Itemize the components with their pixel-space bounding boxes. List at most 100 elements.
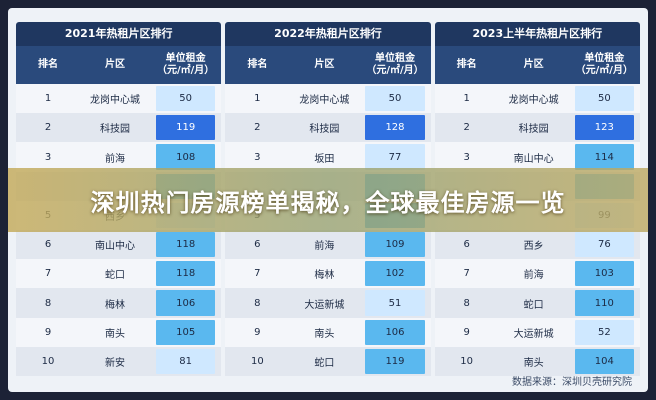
rank-cell: 6 (254, 239, 261, 251)
rank-cell: 6 (463, 239, 470, 251)
ranking-panel: 2021年热租片区排行 排名 片区 单位租金 （元/㎡/月） 1 龙岗中心城 50 2… (16, 22, 222, 377)
table-row: 2 科技园 128 (225, 113, 431, 143)
table-row: 1 龙岗中心城 50 (434, 84, 640, 114)
table-row: 8 大运新城 51 (225, 288, 431, 318)
district-cell: 前海 (314, 241, 335, 253)
table-header: 排名 片区 单位租金 （元/㎡/月） (16, 46, 222, 84)
table-row: 2 科技园 123 (434, 113, 640, 143)
district-cell: 南头 (523, 357, 544, 369)
table-header: 排名 片区 单位租金 （元/㎡/月） (225, 46, 431, 84)
rank-cell: 6 (44, 239, 52, 251)
table-header: 排名 片区 单位租金 （元/㎡/月） (434, 46, 640, 84)
rent-cell: 103 (574, 261, 634, 287)
district-cell: 前海 (523, 270, 544, 282)
header-rank: 排名 (38, 59, 58, 70)
rank-cell: 3 (44, 151, 52, 163)
header-rent: 单位租金 （元/㎡/月） (366, 53, 424, 76)
rank-cell: 7 (254, 268, 261, 280)
district-cell: 蛇口 (314, 357, 335, 369)
rent-cell: 108 (156, 144, 216, 170)
rent-cell: 109 (365, 232, 425, 258)
panel-title: 2021年热租片区排行 (16, 22, 222, 46)
district-cell: 南头 (314, 328, 335, 340)
rank-cell: 1 (463, 93, 470, 105)
rent-cell: 76 (574, 232, 634, 258)
rank-cell: 1 (44, 93, 52, 105)
district-cell: 科技园 (518, 124, 549, 136)
rent-cell: 50 (365, 86, 425, 112)
rent-cell: 123 (574, 115, 634, 141)
rank-cell: 1 (254, 93, 261, 105)
table-row: 1 龙岗中心城 50 (16, 84, 222, 114)
rank-cell: 8 (463, 297, 470, 309)
table-row: 6 南山中心 118 (16, 230, 222, 260)
header-rank: 排名 (247, 59, 268, 70)
district-cell: 新安 (105, 357, 125, 369)
table-row: 1 龙岗中心城 50 (225, 84, 431, 114)
district-cell: 南头 (105, 328, 125, 340)
rent-cell: 106 (365, 319, 425, 345)
rank-cell: 10 (250, 355, 264, 367)
district-cell: 科技园 (309, 124, 340, 136)
district-cell: 梅林 (314, 270, 335, 282)
rank-cell: 3 (254, 151, 261, 163)
district-cell: 南山中心 (513, 153, 554, 165)
table-row: 3 南山中心 114 (434, 142, 640, 172)
table-row: 3 坂田 77 (225, 142, 431, 172)
table-row: 8 蛇口 110 (434, 288, 640, 318)
header-rent: 单位租金 （元/㎡/月） (157, 53, 215, 76)
rent-cell: 110 (574, 290, 634, 316)
table-row: 10 新安 81 (16, 346, 222, 377)
table-row: 10 南头 104 (434, 346, 640, 377)
rank-cell: 3 (463, 151, 470, 163)
district-cell: 龙岗中心城 (508, 95, 559, 107)
header-district: 片区 (105, 59, 125, 70)
rent-cell: 119 (156, 115, 216, 141)
rent-cell: 114 (574, 144, 634, 170)
rent-cell: 104 (574, 348, 634, 375)
rent-cell: 51 (365, 290, 425, 316)
rank-cell: 7 (44, 268, 52, 280)
table-row: 6 前海 109 (225, 230, 431, 260)
rank-cell: 8 (254, 297, 261, 309)
panel-title: 2022年热租片区排行 (225, 22, 431, 46)
panel-title: 2023上半年热租片区排行 (434, 22, 640, 46)
district-cell: 大运新城 (513, 328, 554, 340)
rank-cell: 9 (254, 326, 261, 338)
rank-cell: 10 (460, 355, 474, 367)
district-cell: 龙岗中心城 (299, 95, 350, 107)
rent-cell: 106 (156, 290, 216, 316)
header-rent: 单位租金 （元/㎡/月） (575, 53, 633, 76)
header-district: 片区 (314, 59, 335, 70)
table-row: 9 南头 106 (225, 317, 431, 347)
table-row: 9 大运新城 52 (434, 317, 640, 347)
rent-cell: 128 (365, 115, 425, 141)
rent-cell: 81 (156, 348, 216, 375)
table-row: 7 梅林 102 (225, 259, 431, 289)
district-cell: 梅林 (105, 299, 125, 311)
rent-cell: 52 (574, 319, 634, 345)
header-district: 片区 (523, 59, 544, 70)
rank-cell: 8 (44, 297, 52, 309)
district-cell: 蛇口 (105, 270, 125, 282)
district-cell: 蛇口 (523, 299, 544, 311)
district-cell: 南山中心 (95, 241, 135, 253)
header-rank: 排名 (456, 59, 477, 70)
headline-banner: 深圳热门房源榜单揭秘，全球最佳房源一览 (8, 168, 648, 232)
district-cell: 西乡 (523, 241, 544, 253)
district-cell: 龙岗中心城 (90, 95, 140, 107)
table-row: 3 前海 108 (16, 142, 222, 172)
district-cell: 科技园 (100, 124, 130, 136)
rank-cell: 9 (44, 326, 52, 338)
rent-cell: 105 (156, 319, 216, 345)
rank-cell: 7 (463, 268, 470, 280)
headline-text: 深圳热门房源榜单揭秘，全球最佳房源一览 (90, 188, 566, 217)
rank-cell: 2 (254, 122, 261, 134)
rent-cell: 119 (365, 348, 425, 375)
rent-cell: 118 (156, 232, 216, 258)
table-row: 7 前海 103 (434, 259, 640, 289)
district-cell: 大运新城 (304, 299, 345, 311)
rent-cell: 77 (365, 144, 425, 170)
table-row: 6 西乡 76 (434, 230, 640, 260)
table-row: 2 科技园 119 (16, 113, 222, 143)
